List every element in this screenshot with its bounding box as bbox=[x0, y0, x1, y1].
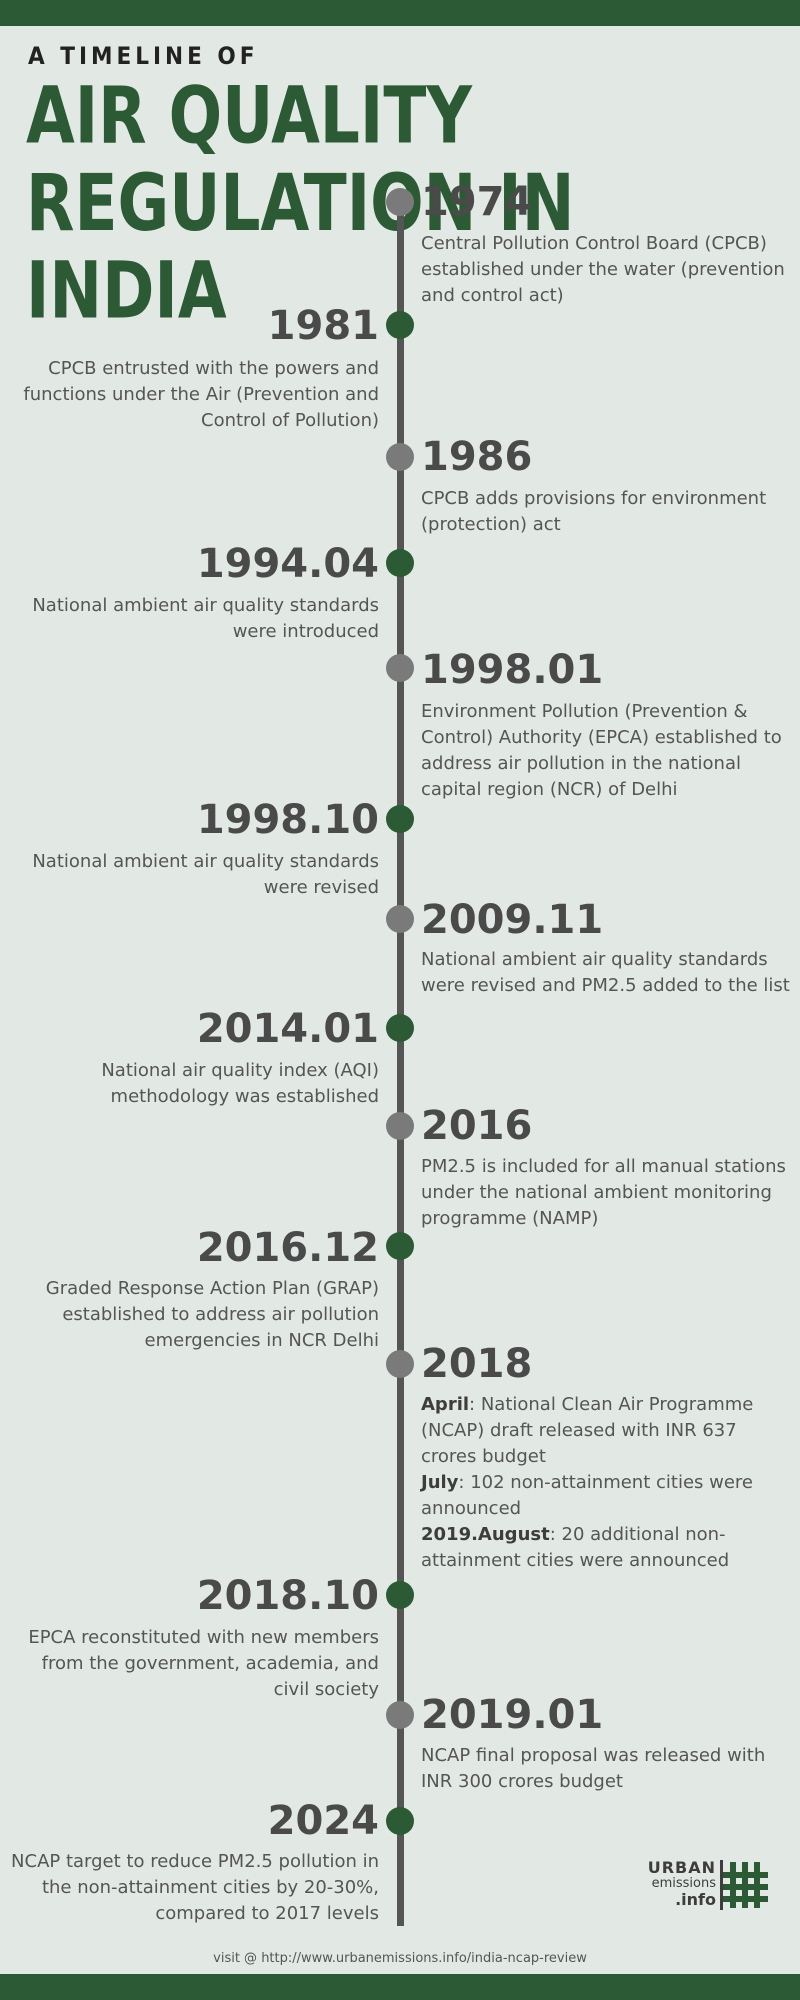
event-year: 1981 bbox=[267, 303, 379, 349]
event-subitem: July: 102 non-attainment cities were ann… bbox=[421, 1470, 793, 1522]
event-year: 1998.01 bbox=[421, 647, 604, 693]
event-year: 2016.12 bbox=[196, 1225, 379, 1271]
event-description: National ambient air quality standards w… bbox=[32, 595, 379, 642]
page-kicker: A TIMELINE OF bbox=[28, 42, 259, 70]
event-description: CPCB entrusted with the powers and funct… bbox=[23, 358, 379, 431]
event-year: 1974 bbox=[421, 179, 533, 225]
timeline-dot bbox=[386, 654, 414, 682]
event-description: Graded Response Action Plan (GRAP) estab… bbox=[45, 1278, 379, 1351]
event-description: NCAP target to reduce PM2.5 pollution in… bbox=[11, 1851, 379, 1924]
event-subitem-text: : 20 additional non-attainment cities we… bbox=[421, 1524, 730, 1571]
event-subitem-text: : 102 non-attainment cities were announc… bbox=[421, 1472, 753, 1519]
event-description: CPCB adds provisions for environment (pr… bbox=[421, 488, 767, 535]
top-bar bbox=[0, 0, 800, 26]
event-description: NCAP final proposal was released with IN… bbox=[421, 1745, 766, 1792]
event-description: April: National Clean Air Programme (NCA… bbox=[421, 1392, 793, 1574]
event-year: 2009.11 bbox=[421, 897, 604, 943]
event-subitem-label: July bbox=[421, 1472, 459, 1493]
bottom-bar bbox=[0, 1974, 800, 2000]
urbanemissions-logo[interactable]: URBAN emissions .info bbox=[640, 1858, 770, 1914]
event-subitem-label: 2019.August bbox=[421, 1524, 550, 1545]
event-year: 1994.04 bbox=[196, 541, 379, 587]
event-year: 2014.01 bbox=[196, 1006, 379, 1052]
timeline-dot bbox=[386, 188, 414, 216]
timeline-dot bbox=[386, 443, 414, 471]
event-year: 2016 bbox=[421, 1103, 533, 1149]
logo-wordmark: URBAN emissions .info bbox=[648, 1860, 716, 1908]
timeline-dot bbox=[386, 1581, 414, 1609]
event-description: PM2.5 is included for all manual station… bbox=[421, 1156, 786, 1229]
hash-grid-icon bbox=[720, 1860, 768, 1910]
event-year: 2018 bbox=[421, 1341, 533, 1387]
event-subitem-label: April bbox=[421, 1394, 470, 1415]
timeline-dot bbox=[386, 1232, 414, 1260]
event-description: National ambient air quality standards w… bbox=[32, 851, 379, 898]
event-description: National air quality index (AQI) methodo… bbox=[101, 1060, 379, 1107]
event-subitem: April: National Clean Air Programme (NCA… bbox=[421, 1392, 793, 1470]
timeline-dot bbox=[386, 1807, 414, 1835]
event-year: 2018.10 bbox=[196, 1573, 379, 1619]
event-description: National ambient air quality standards w… bbox=[421, 949, 790, 996]
timeline-dot bbox=[386, 1014, 414, 1042]
event-description: Central Pollution Control Board (CPCB) e… bbox=[421, 233, 785, 306]
event-description: Environment Pollution (Prevention & Cont… bbox=[421, 701, 782, 800]
timeline-dot bbox=[386, 905, 414, 933]
timeline-dot bbox=[386, 1112, 414, 1140]
logo-line-emissions: emissions bbox=[651, 1876, 716, 1891]
timeline-axis bbox=[397, 198, 404, 1926]
event-subitem-text: : National Clean Air Programme (NCAP) dr… bbox=[421, 1394, 754, 1467]
footer-link[interactable]: visit @ http://www.urbanemissions.info/i… bbox=[213, 1951, 587, 1966]
logo-line-urban: URBAN bbox=[647, 1858, 716, 1877]
event-year: 1998.10 bbox=[196, 797, 379, 843]
event-year: 2019.01 bbox=[421, 1692, 604, 1738]
page-title: AIR QUALITY REGULATION IN INDIA bbox=[26, 69, 575, 337]
event-description: EPCA reconstituted with new members from… bbox=[28, 1627, 379, 1700]
event-subitem: 2019.August: 20 additional non-attainmen… bbox=[421, 1522, 793, 1574]
timeline-dot bbox=[386, 311, 414, 339]
logo-line-info: .info bbox=[675, 1890, 716, 1909]
timeline-dot bbox=[386, 1701, 414, 1729]
timeline-dot bbox=[386, 549, 414, 577]
timeline-dot bbox=[386, 805, 414, 833]
event-year: 2024 bbox=[267, 1798, 379, 1844]
event-year: 1986 bbox=[421, 434, 533, 480]
timeline-dot bbox=[386, 1350, 414, 1378]
